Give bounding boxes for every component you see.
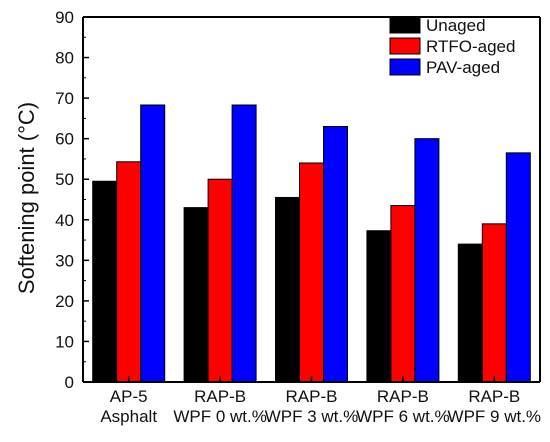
bar-pav-aged-0 <box>140 104 166 383</box>
x-tick-label-line: WPF 6 wt.% <box>356 407 450 426</box>
x-tick-label-line: RAP-B <box>286 387 338 406</box>
y-axis-title: Softening point (°C) <box>14 102 39 294</box>
y-tick-label: 40 <box>55 211 74 230</box>
legend-label-rtfo-aged: RTFO-aged <box>426 37 515 56</box>
ticks <box>83 16 496 383</box>
x-tick-label-line: WPF 9 wt.% <box>448 407 542 426</box>
bar-rtfo-aged-2 <box>299 162 324 383</box>
bar-rtfo-aged-3 <box>390 205 416 383</box>
y-tick-label: 10 <box>55 332 74 351</box>
bar-unaged-4 <box>457 243 483 383</box>
y-tick-label: 20 <box>55 292 74 311</box>
y-tick-label: 70 <box>55 89 74 108</box>
x-tick-label-line: WPF 3 wt.% <box>265 407 359 426</box>
x-tick-label-line: RAP-B <box>377 387 429 406</box>
y-tick-label: 60 <box>55 130 74 149</box>
bar-unaged-1 <box>183 207 209 383</box>
bar-rtfo-aged-0 <box>116 161 142 383</box>
x-tick-label-line: AP-5 <box>110 387 148 406</box>
x-tick-label-line: WPF 0 wt.% <box>173 407 267 426</box>
bar-pav-aged-2 <box>323 126 348 383</box>
bar-unaged-0 <box>92 180 118 383</box>
x-tick-label-line: RAP-B <box>194 387 246 406</box>
x-tick-label-line: RAP-B <box>468 387 520 406</box>
bar-unaged-2 <box>275 196 300 383</box>
y-tick-label: 90 <box>55 8 74 27</box>
bar-rtfo-aged-1 <box>207 178 233 383</box>
bar-series <box>92 104 531 383</box>
legend-swatch-pav-aged <box>389 58 421 76</box>
legend-swatch-rtfo-aged <box>389 37 421 55</box>
legend-swatch-unaged <box>389 16 421 34</box>
bar-pav-aged-1 <box>231 104 257 383</box>
y-tick-label: 50 <box>55 170 74 189</box>
legend: Unaged RTFO-aged PAV-aged <box>389 16 515 77</box>
y-tick-label: 30 <box>55 251 74 270</box>
bar-rtfo-aged-4 <box>481 223 507 383</box>
legend-label-unaged: Unaged <box>426 16 486 35</box>
y-tick-label: 0 <box>65 373 74 392</box>
bar-pav-aged-4 <box>505 152 531 383</box>
bar-unaged-3 <box>366 230 392 383</box>
x-tick-label-line: Asphalt <box>100 407 157 426</box>
y-tick-label: 80 <box>55 49 74 68</box>
bar-pav-aged-3 <box>414 138 440 383</box>
legend-label-pav-aged: PAV-aged <box>426 58 500 77</box>
